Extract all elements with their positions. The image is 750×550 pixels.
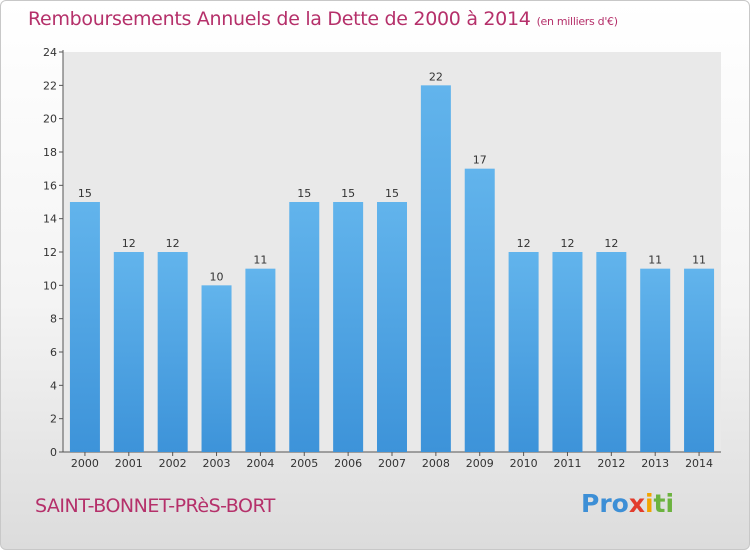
x-tick-label: 2002 [159,457,187,470]
x-tick-label: 2010 [510,457,538,470]
chart-title: Remboursements Annuels de la Dette de 20… [28,8,618,30]
y-tick-label: 8 [50,313,57,326]
y-tick-label: 4 [50,379,57,392]
y-tick-label: 16 [43,179,57,192]
bar-value-label: 15 [78,187,92,200]
x-tick-label: 2012 [597,457,625,470]
y-tick-label: 10 [43,279,57,292]
bar-value-label: 12 [604,237,618,250]
y-tick-label: 20 [43,113,57,126]
bar-2008 [420,85,451,452]
x-tick-label: 2007 [378,457,406,470]
logo-part-3: i [644,489,654,518]
x-tick-label: 2005 [290,457,318,470]
bar-2011 [552,252,583,452]
x-tick-label: 2014 [685,457,713,470]
logo-part-1: Pro [581,489,629,518]
bar-2001 [113,252,144,452]
x-tick-label: 2001 [115,457,143,470]
bar-value-label: 10 [210,270,224,283]
bar-2005 [289,202,320,452]
bar-2000 [69,202,100,452]
x-tick-label: 2004 [246,457,274,470]
y-tick-label: 14 [43,213,57,226]
bar-value-label: 15 [341,187,355,200]
y-tick-label: 24 [43,46,57,59]
x-tick-label: 2011 [553,457,581,470]
y-tick-label: 22 [43,79,57,92]
x-tick-label: 2008 [422,457,450,470]
bar-value-label: 11 [253,254,267,267]
bar-2002 [157,252,188,452]
x-tick-label: 2000 [71,457,99,470]
y-tick-label: 18 [43,146,57,159]
bar-value-label: 15 [385,187,399,200]
bar-value-label: 12 [517,237,531,250]
logo-part-4: ti [653,489,675,518]
logo-part-2: x [628,489,645,518]
bar-2007 [377,202,407,452]
y-tick-label: 6 [50,346,57,359]
bar-2012 [596,252,627,452]
place-name: SAINT-BONNET-PRèS-BORT [35,495,275,517]
bar-2003 [201,285,232,452]
x-tick-label: 2013 [641,457,669,470]
proxiti-logo: Proxiti [581,489,674,518]
bar-2013 [640,268,671,452]
bar-2014 [684,268,715,452]
title-text: Remboursements Annuels de la Dette de 20… [28,8,531,30]
bar-value-label: 17 [473,154,487,167]
bar-value-label: 22 [429,70,443,83]
x-tick-label: 2009 [466,457,494,470]
unit-label: (en milliers d'€) [536,15,618,28]
x-tick-label: 2006 [334,457,362,470]
bar-2006 [333,202,364,452]
bar-value-label: 15 [297,187,311,200]
bar-value-label: 12 [560,237,574,250]
bar-value-label: 12 [166,237,180,250]
y-tick-label: 12 [43,246,57,259]
bar-2010 [508,252,539,452]
bar-value-label: 11 [692,254,706,267]
y-tick-label: 2 [50,413,57,426]
y-tick-label: 0 [50,446,57,459]
bar-2004 [245,268,276,452]
bar-value-label: 11 [648,254,662,267]
bar-2009 [464,168,495,452]
x-tick-label: 2003 [203,457,231,470]
bar-value-label: 12 [122,237,136,250]
